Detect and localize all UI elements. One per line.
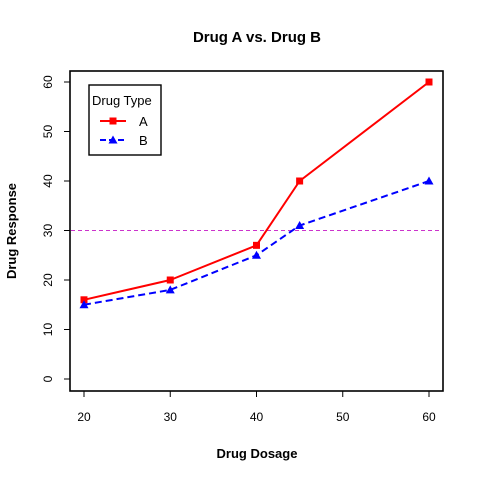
x-tick-label: 60 bbox=[422, 410, 436, 424]
y-tick-label: 40 bbox=[41, 174, 55, 188]
y-tick-label: 20 bbox=[41, 273, 55, 287]
data-point bbox=[295, 221, 305, 230]
legend-title: Drug Type bbox=[92, 93, 152, 108]
chart-title: Drug A vs. Drug B bbox=[193, 29, 321, 46]
axis-ticks: 20 30 40 50 60 0 10 20 30 40 50 60 bbox=[41, 75, 436, 424]
x-tick-label: 40 bbox=[250, 410, 264, 424]
legend-marker bbox=[109, 117, 117, 125]
x-axis-label: Drug Dosage bbox=[217, 446, 298, 461]
y-tick-label: 10 bbox=[41, 323, 55, 337]
legend-marker bbox=[108, 135, 118, 144]
legend-label: A bbox=[139, 114, 148, 129]
data-point bbox=[424, 176, 434, 185]
legend-entry-a: A bbox=[100, 114, 148, 129]
y-tick-label: 50 bbox=[41, 125, 55, 139]
x-tick-label: 20 bbox=[77, 410, 91, 424]
y-tick-label: 30 bbox=[41, 224, 55, 238]
data-point bbox=[166, 276, 174, 284]
data-point bbox=[79, 300, 89, 309]
data-point bbox=[425, 78, 433, 86]
data-point bbox=[296, 177, 304, 185]
data-point bbox=[165, 285, 175, 294]
legend-label: B bbox=[139, 133, 148, 148]
legend-entry-b: B bbox=[100, 133, 148, 148]
data-point bbox=[253, 241, 260, 249]
x-tick-label: 30 bbox=[164, 410, 178, 424]
series-layer bbox=[79, 78, 434, 309]
x-tick-label: 50 bbox=[336, 410, 350, 424]
y-tick-label: 60 bbox=[41, 75, 55, 89]
data-point bbox=[252, 250, 261, 259]
data-point bbox=[80, 296, 88, 304]
legend: Drug Type AB bbox=[88, 84, 162, 156]
legend-entries: AB bbox=[100, 114, 148, 148]
series-a bbox=[80, 78, 433, 304]
y-tick-label: 0 bbox=[41, 375, 55, 382]
series-b bbox=[79, 176, 434, 309]
y-axis-label: Drug Response bbox=[4, 183, 19, 279]
